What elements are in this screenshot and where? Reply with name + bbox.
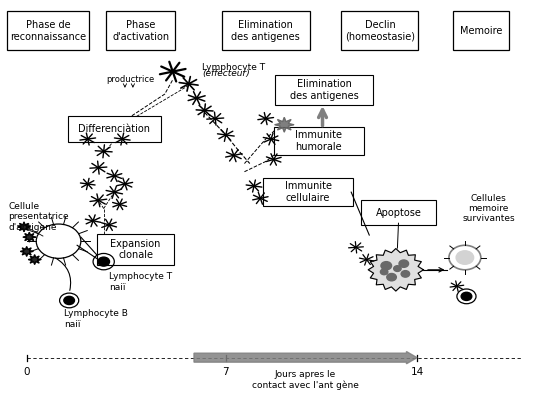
Text: Elimination
des antigenes: Elimination des antigenes [290,79,358,101]
Text: productrice: productrice [106,75,154,84]
FancyBboxPatch shape [68,116,161,142]
Text: Memoire: Memoire [460,26,502,36]
FancyBboxPatch shape [341,11,418,50]
Text: Jours apres le
contact avec l'ant gène: Jours apres le contact avec l'ant gène [252,370,359,390]
Text: (effecteur): (effecteur) [202,69,250,78]
Text: 14: 14 [410,367,424,377]
FancyBboxPatch shape [263,178,353,206]
Text: Phase
d'activation: Phase d'activation [112,20,170,42]
FancyBboxPatch shape [362,200,436,225]
Text: Cellule
presentatrice
d'antigene: Cellule presentatrice d'antigene [8,202,69,231]
Text: Phase de
reconnaissance: Phase de reconnaissance [10,20,86,42]
Text: Apoptose: Apoptose [376,208,422,218]
Circle shape [98,257,109,266]
FancyBboxPatch shape [97,234,174,265]
Polygon shape [275,117,294,132]
Circle shape [456,251,474,264]
Text: 7: 7 [223,367,229,377]
FancyBboxPatch shape [106,11,176,50]
Text: Cellules
memoire
survivantes: Cellules memoire survivantes [462,193,515,224]
Circle shape [387,274,396,281]
Circle shape [381,261,391,270]
FancyBboxPatch shape [7,11,89,50]
Text: Expansion
clonale: Expansion clonale [111,239,161,260]
Circle shape [64,296,74,304]
Circle shape [399,260,409,267]
Polygon shape [18,222,30,232]
Polygon shape [23,232,36,242]
FancyBboxPatch shape [222,11,309,50]
FancyArrow shape [194,352,417,364]
Text: Declin
(homeostasie): Declin (homeostasie) [345,20,415,42]
FancyBboxPatch shape [275,75,373,106]
Text: Immunite
humorale: Immunite humorale [295,130,343,152]
Polygon shape [20,246,33,256]
Circle shape [401,271,410,277]
Circle shape [380,269,388,275]
Circle shape [461,292,472,301]
Text: Immunite
cellulaire: Immunite cellulaire [285,181,332,203]
Circle shape [393,266,401,271]
FancyBboxPatch shape [453,11,509,50]
Text: 0: 0 [23,367,30,377]
Text: Elimination
des antigenes: Elimination des antigenes [231,20,300,42]
FancyBboxPatch shape [274,127,364,156]
Polygon shape [28,255,41,264]
Text: Lymphocyte T: Lymphocyte T [202,63,265,72]
Polygon shape [368,249,423,291]
Text: Lymphocyte T
naiï: Lymphocyte T naiï [109,272,172,291]
Text: Differenciàtion: Differenciàtion [78,124,150,134]
Text: Lymphocyte B
naiï: Lymphocyte B naiï [64,309,128,329]
